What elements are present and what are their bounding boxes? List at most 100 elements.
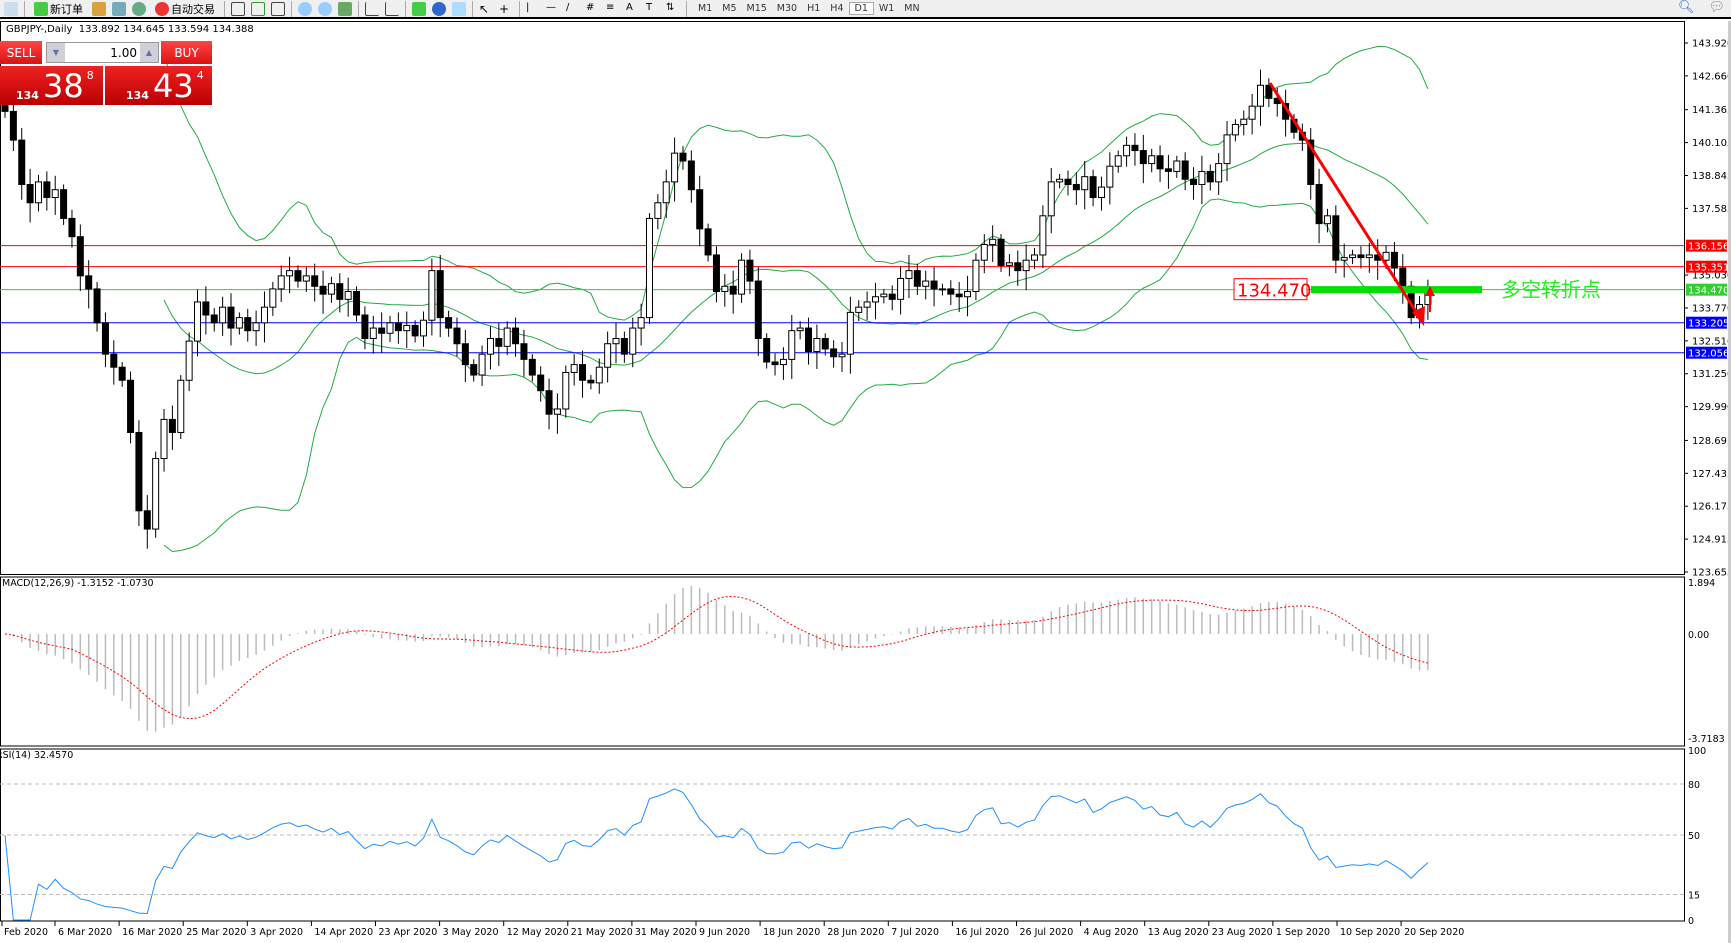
low-value: 133.594 bbox=[167, 24, 210, 35]
timeframe-m30[interactable]: M30 bbox=[776, 3, 798, 14]
chart-window[interactable]: 143.920 142.660 141.365 140.105 138.845 137.5… bbox=[0, 21, 1728, 943]
lot-input[interactable] bbox=[65, 43, 140, 62]
bar-chart-icon[interactable] bbox=[231, 1, 245, 16]
search-icon[interactable]: 🔍︎ bbox=[1677, 0, 1695, 15]
buy-price-button[interactable]: 134 43 4 bbox=[105, 66, 212, 105]
date-label: 16 Jul 2020 bbox=[955, 927, 1009, 938]
date-label: 7 Jul 2020 bbox=[891, 927, 939, 938]
date-label: 28 Jun 2020 bbox=[827, 927, 884, 938]
templates-icon[interactable] bbox=[452, 1, 466, 16]
zoom-in-icon[interactable] bbox=[298, 1, 312, 16]
separator bbox=[472, 0, 473, 17]
arrows-icon[interactable]: ⇅ bbox=[666, 1, 675, 13]
pivot-text: 多空转折点 bbox=[1501, 278, 1601, 302]
signal-icon[interactable] bbox=[132, 1, 146, 16]
lot-decrease-icon[interactable]: ▼ bbox=[47, 43, 65, 62]
auto-scroll-icon[interactable] bbox=[365, 1, 379, 16]
chart-header: GBPJPY-,Daily 133.892 134.645 133.594 13… bbox=[6, 24, 254, 35]
date-label: 4 Aug 2020 bbox=[1084, 927, 1139, 938]
market-watch-icon[interactable] bbox=[92, 1, 106, 16]
crosshair-icon[interactable]: + bbox=[499, 1, 510, 16]
periods-icon[interactable] bbox=[432, 1, 446, 16]
bear-candle bbox=[763, 337, 771, 363]
cursor-icon[interactable]: ↖ bbox=[479, 1, 490, 16]
new-order-button[interactable]: 新订单 bbox=[31, 0, 86, 17]
auto-trading-button[interactable]: 自动交易 bbox=[152, 0, 218, 17]
bear-candle bbox=[1072, 183, 1080, 191]
bear-candle bbox=[353, 291, 361, 316]
timeframe-h1[interactable]: H1 bbox=[807, 3, 821, 14]
indicators-icon[interactable] bbox=[412, 1, 426, 16]
buy-button[interactable]: BUY bbox=[161, 41, 212, 64]
bear-candle bbox=[9, 110, 17, 141]
bear-candle bbox=[1390, 251, 1398, 269]
price-tick-label: 141.365 bbox=[1692, 105, 1728, 116]
bear-candle bbox=[729, 285, 737, 295]
trendline-icon[interactable]: / bbox=[566, 1, 570, 13]
vertical-scrollbar[interactable] bbox=[1728, 21, 1731, 943]
level-price-tag bbox=[1686, 346, 1727, 359]
buy-price-big: 43 bbox=[152, 67, 194, 105]
channel-icon[interactable]: # bbox=[586, 1, 595, 13]
line-chart-icon[interactable] bbox=[271, 1, 285, 16]
bull-candle bbox=[1240, 118, 1248, 125]
candlestick-icon[interactable] bbox=[251, 1, 265, 16]
timeframe-mn[interactable]: MN bbox=[904, 3, 920, 14]
chat-icon[interactable]: 💬︎ bbox=[1708, 0, 1725, 15]
timeframe-m5[interactable]: M5 bbox=[722, 3, 737, 14]
timeframe-h4[interactable]: H4 bbox=[830, 3, 844, 14]
separator bbox=[358, 0, 359, 17]
sell-price-button[interactable]: 134 38 8 bbox=[0, 66, 103, 105]
bull-candle bbox=[428, 270, 436, 321]
level-price-label: 136.156 bbox=[1688, 242, 1728, 253]
bull-candle bbox=[855, 306, 863, 313]
fibonacci-icon[interactable]: ≡ bbox=[606, 1, 615, 13]
macd-tick-label: 1.894 bbox=[1688, 578, 1715, 589]
date-label: 16 Mar 2020 bbox=[122, 927, 182, 938]
timeframe-w1[interactable]: W1 bbox=[878, 3, 895, 14]
high-value: 134.645 bbox=[123, 24, 165, 35]
bull-candle bbox=[863, 301, 871, 308]
bull-candle bbox=[595, 366, 603, 384]
bull-candle bbox=[420, 319, 427, 337]
lot-stepper[interactable]: ▼ ▲ bbox=[46, 42, 159, 63]
bull-candle bbox=[478, 353, 486, 376]
up-arrow-icon bbox=[1425, 286, 1435, 296]
text-icon[interactable]: A bbox=[626, 1, 633, 13]
bull-candle bbox=[1215, 163, 1223, 183]
zoom-icon[interactable] bbox=[4, 1, 18, 16]
vertical-line-icon[interactable]: | bbox=[526, 1, 530, 13]
bull-candle bbox=[1365, 254, 1373, 259]
bull-candle bbox=[553, 408, 561, 415]
bull-candle bbox=[779, 358, 787, 366]
bear-candle bbox=[311, 275, 319, 287]
zoom-out-icon[interactable] bbox=[318, 1, 332, 16]
bear-candle bbox=[445, 317, 453, 329]
bear-candle bbox=[1156, 155, 1164, 170]
navigator-icon[interactable] bbox=[112, 1, 126, 16]
timeframe-m1[interactable]: M1 bbox=[698, 3, 713, 14]
price-tick-label: 126.175 bbox=[1692, 502, 1728, 513]
bull-candle bbox=[645, 217, 653, 319]
date-label: 23 Aug 2020 bbox=[1212, 927, 1273, 938]
date-label: 13 Aug 2020 bbox=[1148, 927, 1209, 938]
bear-candle bbox=[453, 327, 461, 345]
timeframe-m15[interactable]: M15 bbox=[746, 3, 767, 14]
price-tick-label: 129.990 bbox=[1692, 402, 1728, 413]
text-label-icon[interactable]: T bbox=[646, 1, 653, 13]
date-label: 12 May 2020 bbox=[507, 927, 569, 938]
horizontal-line-icon[interactable]: — bbox=[546, 1, 556, 13]
timeframe-d1[interactable]: D1 bbox=[848, 2, 874, 15]
chart-shift-icon[interactable] bbox=[385, 1, 399, 16]
bear-candle bbox=[461, 343, 469, 366]
bull-candle bbox=[286, 270, 294, 277]
sell-button[interactable]: SELL bbox=[0, 41, 42, 64]
macd-pane bbox=[0, 576, 1685, 747]
date-label: 26 Jul 2020 bbox=[1020, 927, 1074, 938]
bear-candle bbox=[1399, 267, 1407, 287]
tile-windows-icon[interactable] bbox=[338, 1, 352, 16]
lot-increase-icon[interactable]: ▲ bbox=[140, 43, 158, 62]
level-price-label: 132.056 bbox=[1688, 349, 1728, 360]
bear-candle bbox=[227, 306, 235, 329]
bull-candle bbox=[897, 277, 905, 300]
